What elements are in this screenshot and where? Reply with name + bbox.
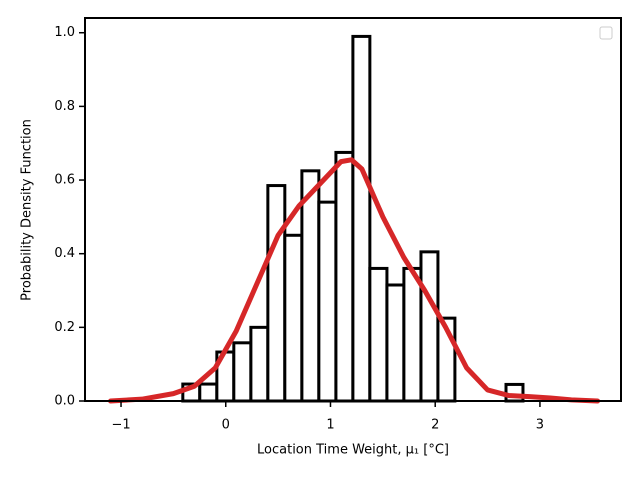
histogram-bar — [266, 184, 287, 403]
x-axis-label: Location Time Weight, μ₁ [°C] — [257, 443, 449, 458]
x-tick-label: 1 — [326, 418, 334, 433]
legend-box — [599, 26, 613, 40]
histogram-bar — [300, 169, 321, 403]
x-tick-label: 3 — [536, 418, 544, 433]
histogram-bar — [351, 34, 372, 403]
histogram-bar — [419, 250, 440, 403]
y-tick-label: 0.6 — [54, 173, 75, 188]
histogram-bar — [283, 233, 304, 403]
histogram-bar — [232, 341, 253, 403]
histogram-bar — [317, 200, 338, 403]
x-tick-label: −1 — [111, 418, 130, 433]
density-line — [108, 157, 601, 404]
y-tick-label: 0.2 — [54, 320, 75, 335]
x-tick-label: 2 — [431, 418, 439, 433]
y-tick-label: 1.0 — [54, 25, 75, 40]
y-tick-label: 0.0 — [54, 394, 75, 409]
histogram-bar — [334, 150, 355, 403]
y-axis-label: Probability Density Function — [20, 119, 35, 301]
histogram-bar — [249, 325, 270, 403]
y-tick-label: 0.8 — [54, 99, 75, 114]
y-tick-label: 0.4 — [54, 246, 75, 261]
histogram-bar — [198, 382, 219, 403]
histogram-bar — [402, 266, 423, 403]
axes-frame — [84, 17, 622, 402]
histogram-bar — [368, 266, 389, 403]
histogram-bar — [385, 283, 406, 403]
x-tick-label: 0 — [222, 418, 230, 433]
